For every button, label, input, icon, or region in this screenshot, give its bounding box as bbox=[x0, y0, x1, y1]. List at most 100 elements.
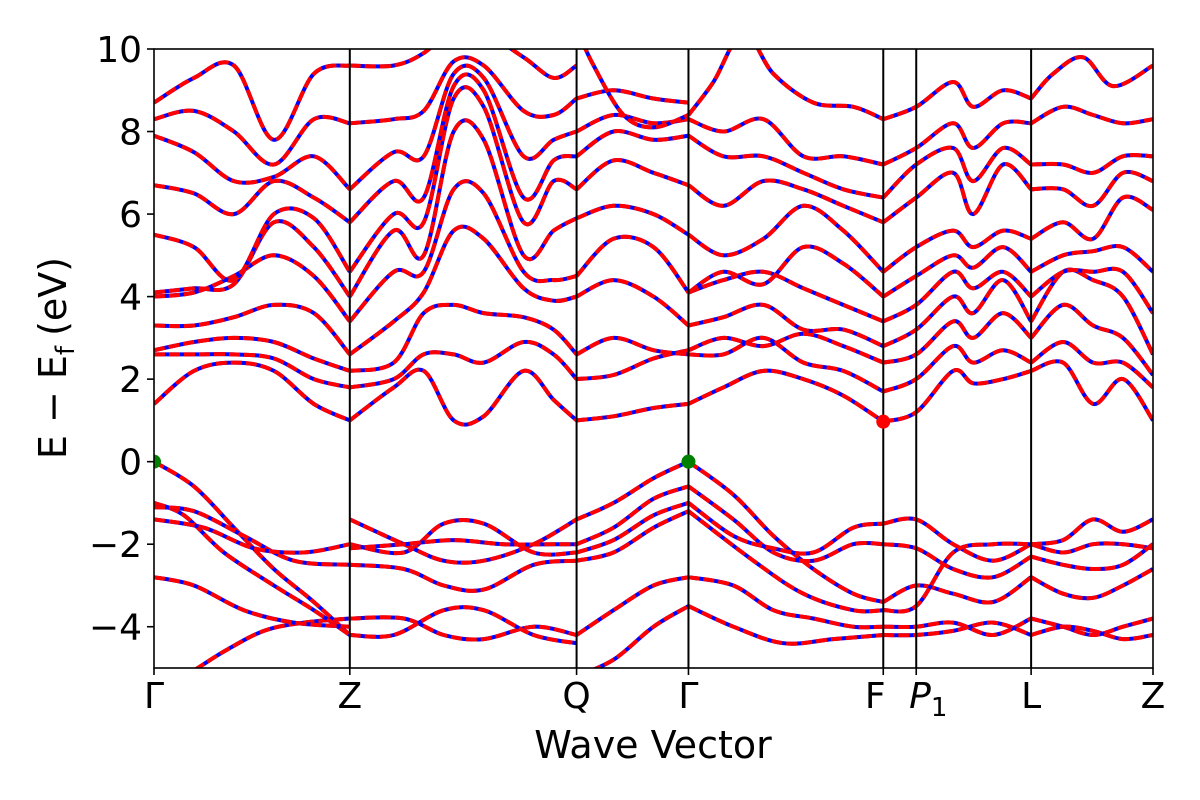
band-line-7 bbox=[349, 605, 577, 646]
band-line-38 bbox=[154, 335, 351, 373]
band-line-1 bbox=[154, 459, 352, 637]
band-line-45 bbox=[154, 108, 351, 167]
x-tick-label-3: Γ bbox=[678, 676, 698, 717]
band-line-59 bbox=[576, 348, 689, 382]
band-line-44 bbox=[154, 133, 352, 191]
band-line-97 bbox=[1030, 194, 1153, 242]
band-line-84 bbox=[882, 269, 1033, 324]
band-line-91 bbox=[1030, 359, 1153, 422]
band-line-96 bbox=[1030, 244, 1153, 274]
band-line-76 bbox=[687, 178, 885, 225]
y-tick-label-4: 4 bbox=[119, 278, 142, 319]
band-line-49 bbox=[349, 302, 579, 373]
band-line-60 bbox=[575, 335, 689, 357]
band-line-11 bbox=[349, 538, 577, 551]
x-tick-label-sub: 1 bbox=[931, 693, 948, 723]
band-line-64 bbox=[575, 157, 690, 191]
band-line-83 bbox=[882, 278, 1033, 348]
y-axis-title-main: E − E bbox=[31, 355, 75, 459]
band-line-99 bbox=[1031, 153, 1153, 175]
band-line-36 bbox=[154, 360, 351, 423]
band-line-98 bbox=[1031, 169, 1153, 209]
band-line-29 bbox=[883, 541, 1032, 614]
band-line-90 bbox=[882, 80, 1032, 122]
band-line-52 bbox=[348, 118, 578, 298]
band-line-39 bbox=[154, 302, 352, 356]
band-line-77 bbox=[687, 133, 884, 200]
y-tick-label-0: −4 bbox=[89, 608, 142, 649]
band-line-72 bbox=[688, 302, 885, 348]
vbm-marker-0 bbox=[154, 454, 161, 469]
band-line-82 bbox=[882, 311, 1033, 365]
band-line-33 bbox=[1030, 616, 1153, 637]
band-line-5 bbox=[154, 517, 351, 555]
band-line-17 bbox=[592, 604, 690, 668]
band-line-3 bbox=[154, 575, 350, 629]
band-line-20 bbox=[687, 501, 884, 556]
band-line-89 bbox=[882, 119, 1032, 167]
band-line-63 bbox=[575, 203, 690, 237]
cbm-marker-0 bbox=[876, 414, 891, 429]
band-line-15 bbox=[576, 509, 690, 563]
band-line-71 bbox=[687, 331, 885, 365]
band-line-8 bbox=[349, 558, 577, 593]
band-line-81 bbox=[882, 344, 1033, 394]
band-line-42 bbox=[154, 206, 352, 283]
band-line-68 bbox=[583, 49, 690, 130]
band-line-37 bbox=[154, 352, 351, 390]
band-line-74 bbox=[687, 244, 885, 299]
band-line-85 bbox=[882, 245, 1033, 299]
band-line-61 bbox=[575, 278, 690, 328]
band-line-73 bbox=[687, 269, 885, 324]
band-line-93 bbox=[1029, 302, 1153, 377]
band-line-88 bbox=[881, 145, 1033, 200]
band-line-51 bbox=[348, 179, 578, 323]
y-tick-label-1: −2 bbox=[89, 525, 142, 566]
band-line-19 bbox=[687, 484, 884, 564]
band-line-24 bbox=[882, 516, 1033, 563]
band-line-87 bbox=[882, 162, 1033, 224]
x-tick-label-6: L bbox=[1021, 676, 1041, 717]
band-line-25 bbox=[883, 542, 1033, 580]
band-line-26 bbox=[882, 575, 1033, 605]
band-line-92 bbox=[1029, 340, 1153, 389]
band-line-75 bbox=[687, 203, 885, 274]
band-line-53 bbox=[348, 85, 578, 274]
band-line-67 bbox=[576, 88, 689, 105]
x-tick-label-4: F bbox=[865, 676, 886, 717]
x-axis-title: Wave Vector bbox=[534, 723, 772, 767]
plot-frame bbox=[153, 48, 1154, 669]
band-line-100 bbox=[1030, 104, 1153, 126]
band-line-57 bbox=[349, 49, 578, 80]
band-line-28 bbox=[883, 620, 1032, 638]
band-line-6 bbox=[349, 615, 578, 642]
band-line-86 bbox=[882, 228, 1032, 274]
band-line-46 bbox=[154, 60, 351, 142]
band-line-23 bbox=[687, 604, 884, 646]
x-tick-label-0: Γ bbox=[144, 676, 164, 717]
band-line-4 bbox=[154, 505, 350, 567]
band-line-65 bbox=[575, 129, 689, 158]
x-tick-label-main: P bbox=[909, 676, 931, 717]
y-tick-label-7: 10 bbox=[96, 30, 142, 71]
band-line-62 bbox=[575, 234, 691, 294]
x-tick-label-7: Z bbox=[1141, 676, 1166, 717]
y-tick-label-3: 2 bbox=[119, 360, 142, 401]
band-line-80 bbox=[882, 368, 1032, 424]
band-line-79 bbox=[686, 49, 885, 122]
y-axis-title: E − Ef (eV) bbox=[31, 257, 81, 459]
y-axis-title-sub: f bbox=[51, 345, 81, 355]
band-line-9 bbox=[349, 518, 577, 557]
band-line-94 bbox=[1029, 267, 1153, 356]
band-line-22 bbox=[687, 509, 884, 614]
band-line-0 bbox=[194, 616, 350, 668]
x-axis-ticks: Γ Z Q Γ F P1 L Z bbox=[144, 668, 1165, 723]
band-line-78 bbox=[687, 116, 884, 167]
band-line-34 bbox=[1030, 624, 1153, 642]
x-tick-label-1: Z bbox=[337, 676, 362, 717]
band-line-2 bbox=[154, 501, 351, 637]
band-line-48 bbox=[349, 339, 579, 390]
band-line-32 bbox=[1030, 567, 1153, 601]
band-line-101 bbox=[1029, 55, 1153, 100]
